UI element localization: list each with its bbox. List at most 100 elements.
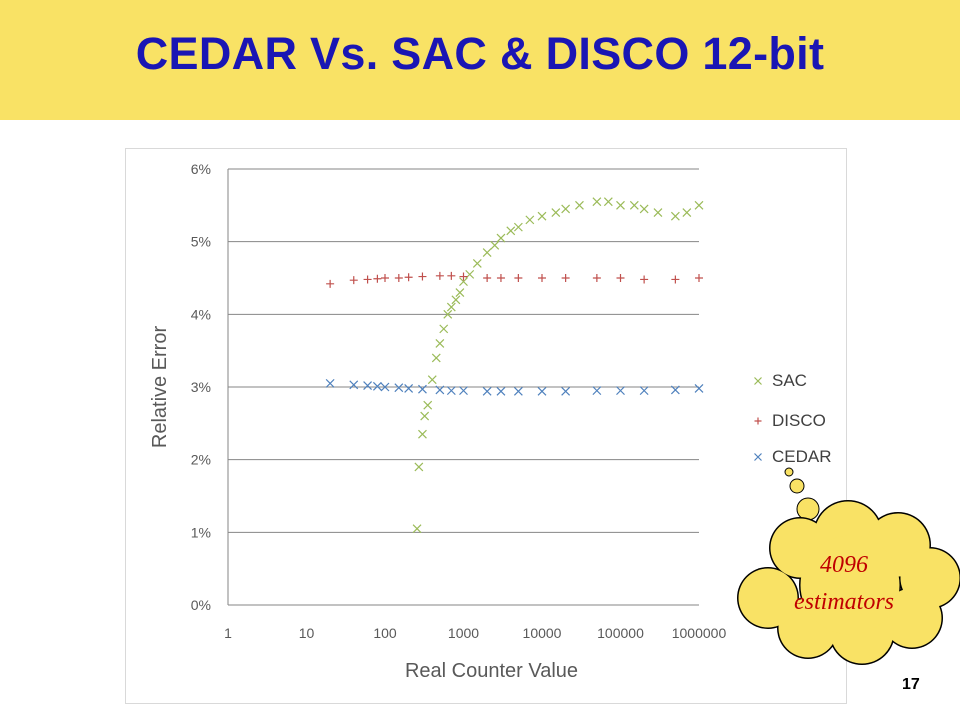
sac-point [537, 211, 547, 221]
cedar-point [380, 382, 390, 392]
y-tick-label: 2% [191, 452, 211, 468]
cedar-point [616, 386, 625, 396]
sac-point [412, 524, 422, 534]
cedar-point [537, 386, 547, 396]
disco-point [616, 274, 625, 282]
disco-point [326, 279, 335, 288]
cedar-point [435, 385, 445, 395]
sac-point [682, 208, 692, 218]
sac-point [423, 400, 433, 410]
sac-point [446, 302, 456, 312]
sac-point [639, 204, 649, 214]
cedar-point [418, 384, 427, 394]
y-tick-label: 6% [191, 161, 211, 177]
sac-point [465, 269, 475, 279]
x-tick-label: 1000000 [672, 625, 727, 641]
cedar-point [639, 386, 649, 396]
sac-point [496, 233, 506, 243]
disco-point [538, 274, 546, 282]
sac-point [506, 226, 516, 236]
legend-marker-sac [754, 377, 762, 385]
disco-point [404, 273, 413, 282]
disco-point [640, 275, 649, 284]
cedar-point [592, 386, 602, 396]
legend-marker-cedar [754, 453, 762, 461]
sac-point [431, 353, 441, 363]
sac-point [653, 208, 663, 218]
cedar-point [446, 386, 456, 396]
x-tick-label: 1000 [448, 625, 479, 641]
sac-point [418, 429, 427, 439]
disco-point [435, 271, 444, 280]
disco-point [561, 274, 570, 282]
x-tick-label: 10 [299, 625, 315, 641]
sac-point [459, 277, 468, 287]
cedar-point [372, 381, 382, 391]
cedar-point [513, 386, 523, 396]
sac-point [575, 200, 584, 210]
sac-point [592, 197, 602, 207]
sac-point [451, 295, 461, 305]
cedar-point [349, 380, 359, 390]
cedar-point [404, 384, 414, 393]
sac-point [616, 200, 625, 210]
disco-point [671, 275, 680, 284]
sac-point [551, 208, 561, 218]
disco-point [373, 274, 382, 283]
disco-point [381, 274, 389, 282]
slide-title: CEDAR Vs. SAC & DISCO 12-bit [135, 28, 825, 79]
y-tick-label: 3% [191, 379, 211, 395]
sac-point [439, 324, 449, 334]
x-axis-title: Real Counter Value [405, 660, 578, 682]
sac-point [420, 411, 430, 421]
page-number: 17 [902, 676, 920, 693]
sac-point [694, 200, 704, 210]
cedar-point [694, 384, 704, 393]
disco-point [418, 272, 427, 281]
cedar-point [670, 385, 680, 395]
legend-label-disco: DISCO [772, 411, 826, 430]
title-bar: CEDAR Vs. SAC & DISCO 12-bit [0, 0, 960, 120]
cedar-point [325, 378, 335, 388]
y-tick-label: 5% [191, 234, 211, 250]
sac-point [414, 462, 424, 472]
disco-point [363, 275, 372, 284]
sac-point [670, 211, 680, 221]
legend-marker-disco [754, 417, 762, 425]
disco-point [592, 274, 601, 282]
disco-point [496, 274, 505, 282]
disco-point [483, 274, 492, 282]
legend-label-cedar: CEDAR [772, 447, 832, 466]
x-tick-label: 10000 [523, 625, 562, 641]
y-tick-label: 0% [191, 597, 211, 613]
sac-point [472, 259, 482, 268]
sac-point [490, 240, 500, 250]
x-tick-label: 1 [224, 625, 232, 641]
y-tick-label: 4% [191, 306, 211, 322]
sac-point [629, 200, 639, 210]
sac-point [561, 204, 571, 214]
sac-point [513, 222, 523, 232]
cedar-point [363, 381, 373, 390]
chart-area: 0% 1% 2% 3% 4% 5% 6% 1 10 100 1000 10000 100000 10000… [125, 148, 847, 704]
y-tick-label: 1% [191, 524, 211, 540]
cedar-point [394, 383, 404, 393]
cedar-point [496, 386, 506, 396]
sac-point [603, 197, 613, 207]
disco-point [447, 271, 456, 280]
x-tick-label: 100000 [597, 625, 644, 641]
x-tick-label: 100 [373, 625, 397, 641]
sac-point [443, 309, 453, 319]
cedar-point [561, 386, 571, 396]
sac-point [482, 248, 492, 257]
disco-point [459, 272, 468, 281]
cedar-point [482, 386, 492, 396]
disco-point [695, 274, 703, 282]
disco-point [349, 276, 358, 285]
disco-point [514, 274, 523, 282]
sac-point [435, 338, 445, 348]
cedar-point [459, 386, 468, 396]
sac-point [427, 375, 437, 385]
y-axis-title: Relative Error [149, 326, 171, 449]
scatter-chart: 0% 1% 2% 3% 4% 5% 6% 1 10 100 1000 10000 100000 10000… [149, 161, 832, 682]
